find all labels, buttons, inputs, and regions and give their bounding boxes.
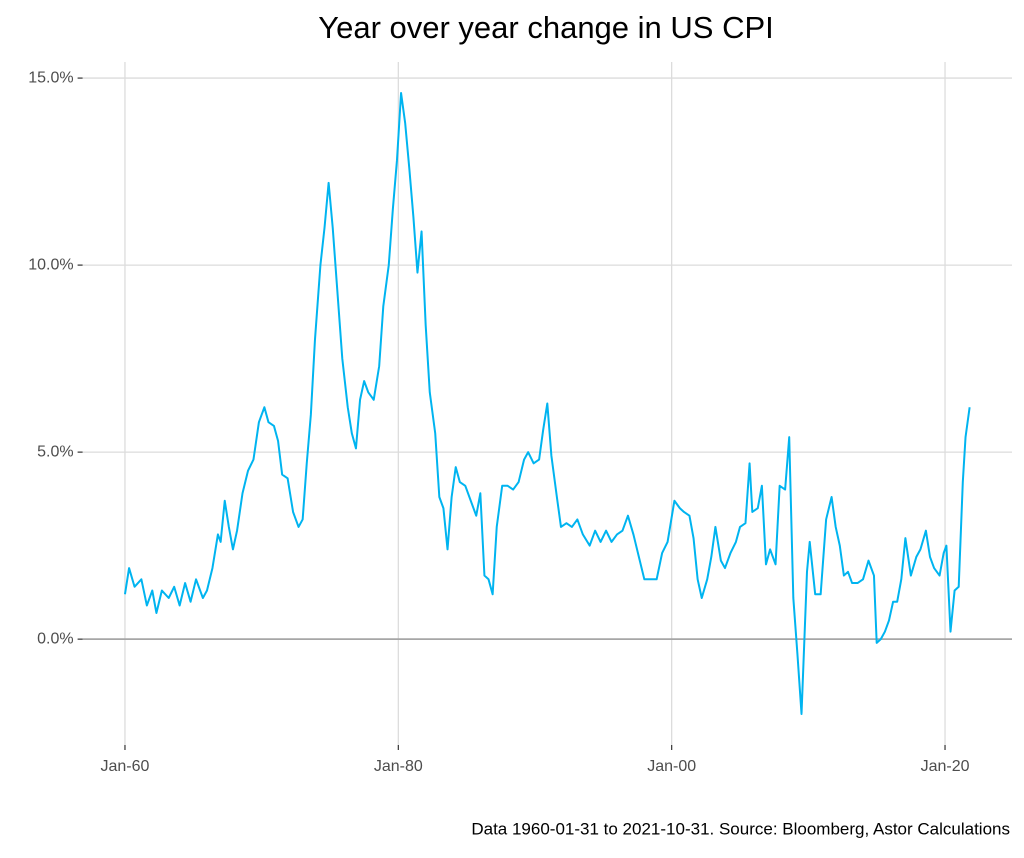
cpi-line [123, 92, 971, 715]
y-tick-label: 5.0% [37, 443, 73, 460]
y-tick-label: 0.0% [37, 630, 73, 647]
x-tick-label: Jan-00 [647, 758, 696, 775]
x-tick-label: Jan-20 [921, 758, 970, 775]
chart-title: Year over year change in US CPI [318, 10, 774, 45]
x-tick-label: Jan-60 [101, 758, 150, 775]
y-tick-label: 10.0% [28, 256, 73, 273]
x-tick-label: Jan-80 [374, 758, 423, 775]
y-tick-label: 15.0% [28, 69, 73, 86]
caption: Data 1960-01-31 to 2021-10-31. Source: B… [471, 819, 1010, 838]
